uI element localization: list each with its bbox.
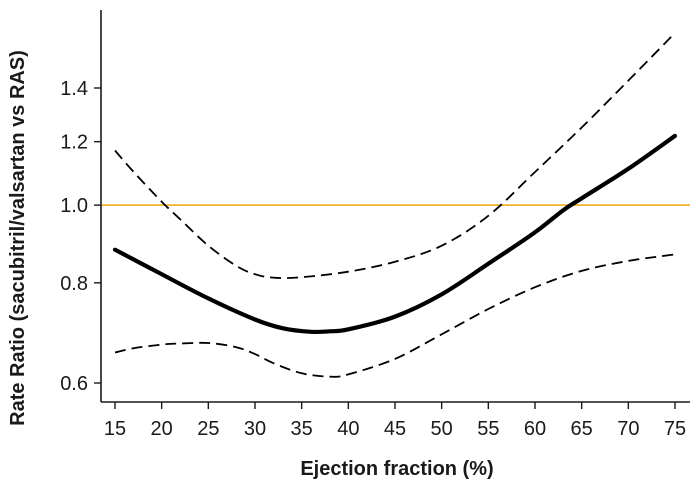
x-tick-label: 30: [244, 418, 266, 440]
y-tick-label: 1.0: [60, 195, 88, 217]
x-tick-label: 65: [571, 418, 593, 440]
y-tick-label: 1.4: [60, 78, 88, 100]
y-tick-label: 0.6: [60, 373, 88, 395]
x-tick-label: 70: [617, 418, 639, 440]
x-tick-label: 45: [384, 418, 406, 440]
x-tick-label: 50: [431, 418, 453, 440]
x-tick-label: 25: [197, 418, 219, 440]
x-tick-label: 60: [524, 418, 546, 440]
estimate-line: [112, 133, 678, 335]
x-tick-label: 35: [291, 418, 313, 440]
upper-ci-line: [114, 32, 676, 279]
y-tick-label: 1.2: [60, 132, 88, 154]
x-tick-label: 15: [104, 418, 126, 440]
x-tick-label: 20: [151, 418, 173, 440]
y-tick-label: 0.8: [60, 273, 88, 295]
lower-ci-line: [114, 253, 676, 378]
x-axis-title: Ejection fraction (%): [300, 458, 493, 480]
y-axis-title: Rate Ratio (sacubitril/valsartan vs RAS): [7, 50, 29, 426]
x-tick-label: 75: [664, 418, 686, 440]
x-tick-label: 40: [337, 418, 359, 440]
plot-area: 15 20 25 30 35 40 45 50 55 60 65 70 75 0.6 0.8 1.0 1.2 1.…: [60, 10, 690, 440]
x-tick-label: 55: [477, 418, 499, 440]
